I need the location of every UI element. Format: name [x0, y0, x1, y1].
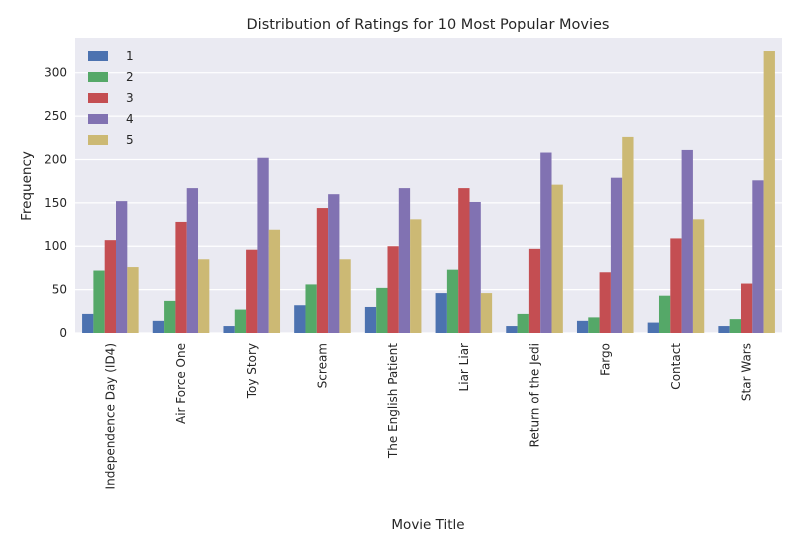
bar [186, 188, 199, 333]
x-tick-label: Contact [669, 343, 683, 390]
bar [93, 270, 105, 333]
bar [164, 300, 176, 333]
y-tick-label: 200 [44, 152, 67, 166]
bar [622, 136, 634, 333]
bar [446, 269, 459, 333]
bar [681, 149, 693, 333]
bar [339, 259, 351, 333]
bar [376, 287, 388, 333]
y-axis-label: Frequency [19, 151, 35, 221]
bar [364, 306, 377, 333]
y-tick-label: 150 [44, 196, 67, 210]
bar [223, 326, 235, 333]
legend-swatch [88, 135, 108, 145]
legend-label: 4 [126, 112, 134, 126]
y-tick-labels: 0 50 100 150 200 250 300 [44, 66, 67, 340]
bar [540, 152, 552, 333]
x-tick-labels: Independence Day (ID4) Air Force One Toy S… [103, 343, 753, 490]
bar [116, 201, 128, 333]
bar [588, 317, 600, 333]
x-tick-label: The English Patient [386, 343, 400, 459]
bar [127, 267, 139, 333]
bar [458, 188, 470, 333]
bar [246, 249, 258, 333]
y-tick-label: 50 [52, 283, 67, 297]
chart-title: Distribution of Ratings for 10 Most Popu… [247, 17, 610, 33]
y-tick-label: 0 [59, 326, 67, 340]
y-tick-label: 250 [44, 109, 67, 123]
legend-swatch [88, 72, 108, 82]
bar [152, 320, 165, 333]
bar [316, 208, 329, 333]
legend-label: 1 [126, 49, 134, 63]
legend-swatch [88, 51, 108, 61]
bar [104, 240, 117, 333]
bar [740, 283, 753, 333]
legend: 1 2 3 4 5 [88, 49, 134, 147]
bar [729, 319, 741, 333]
bar [551, 184, 563, 333]
x-tick-label: Return of the Jedi [528, 343, 542, 447]
bar [647, 322, 659, 333]
bar [610, 177, 623, 333]
legend-label: 2 [126, 70, 134, 84]
bar [576, 320, 589, 333]
bar [294, 305, 306, 333]
bar [257, 157, 269, 333]
x-tick-label: Toy Story [245, 343, 259, 399]
bar [435, 293, 447, 333]
bar [670, 238, 682, 333]
bar [763, 51, 775, 333]
bar [82, 313, 94, 333]
bar [268, 229, 281, 333]
bars [82, 51, 775, 333]
y-tick-label: 100 [44, 239, 67, 253]
x-tick-label: Scream [315, 343, 329, 388]
bar [198, 259, 210, 333]
bar [528, 248, 541, 333]
bar [234, 309, 247, 333]
bar [752, 180, 764, 333]
bar [692, 219, 705, 333]
bar [469, 201, 481, 333]
bar [480, 293, 493, 333]
bar [410, 219, 422, 333]
bar [506, 326, 518, 333]
bar [517, 313, 529, 333]
bar [328, 194, 340, 333]
bar [305, 284, 317, 333]
legend-label: 3 [126, 91, 134, 105]
x-axis-label: Movie Title [391, 517, 464, 533]
bar [398, 188, 411, 333]
x-tick-label: Star Wars [740, 343, 754, 401]
x-tick-label: Air Force One [174, 343, 188, 424]
legend-swatch [88, 114, 108, 124]
bar [658, 295, 671, 333]
legend-label: 5 [126, 133, 134, 147]
y-tick-label: 300 [44, 66, 67, 80]
x-tick-label: Liar Liar [457, 343, 471, 391]
bar [387, 246, 399, 333]
x-tick-label: Independence Day (ID4) [103, 343, 117, 489]
bar [718, 326, 730, 333]
bar [599, 272, 611, 333]
bar [175, 221, 187, 333]
x-tick-label: Fargo [598, 343, 612, 376]
legend-swatch [88, 93, 108, 103]
